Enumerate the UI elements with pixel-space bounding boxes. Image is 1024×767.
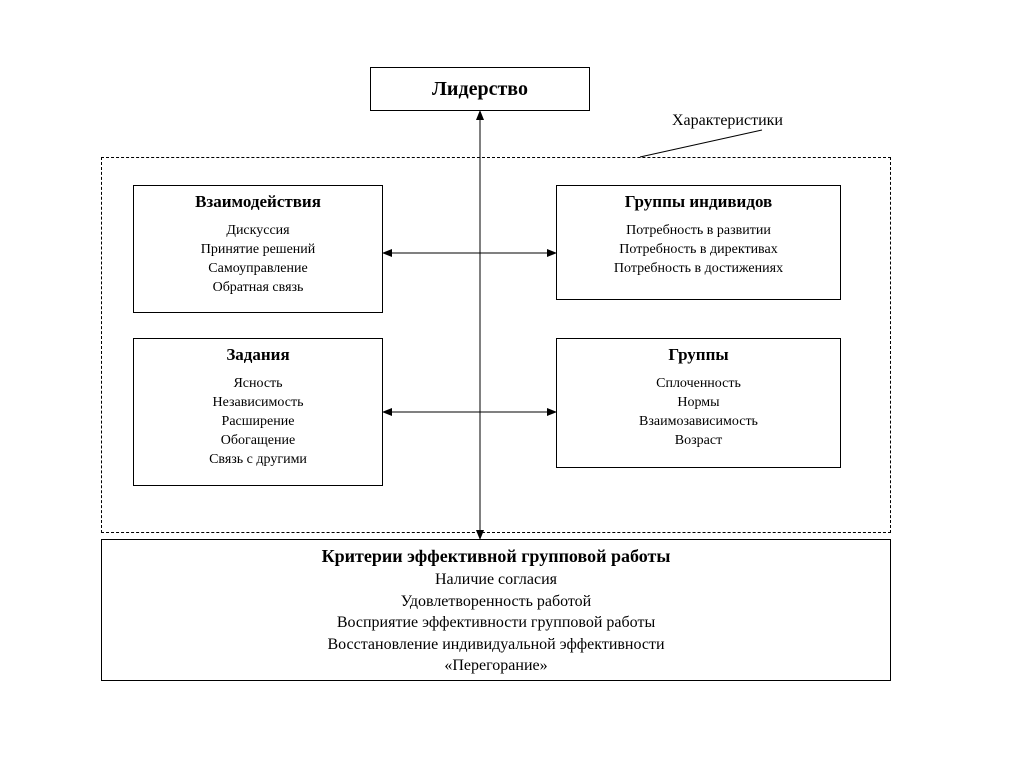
node-leadership-title: Лидерство bbox=[379, 78, 581, 101]
list-item: Взаимозависимость bbox=[565, 413, 832, 432]
node-tasks-title: Задания bbox=[142, 345, 374, 365]
node-interactions-items: ДискуссияПринятие решенийСамоуправлениеО… bbox=[142, 222, 374, 298]
list-item: Сплоченность bbox=[565, 375, 832, 394]
node-criteria: Критерии эффективной групповой работы На… bbox=[101, 539, 891, 681]
list-item: Наличие согласия bbox=[110, 569, 882, 591]
list-item: Дискуссия bbox=[142, 222, 374, 241]
node-tasks-items: ЯсностьНезависимостьРасширениеОбогащение… bbox=[142, 375, 374, 469]
list-item: Восстановление индивидуальной эффективно… bbox=[110, 634, 882, 656]
list-item: Обогащение bbox=[142, 432, 374, 451]
list-item: Потребность в директивах bbox=[565, 241, 832, 260]
list-item: Независимость bbox=[142, 394, 374, 413]
list-item: Потребность в достижениях bbox=[565, 260, 832, 279]
list-item: Возраст bbox=[565, 432, 832, 451]
list-item: Нормы bbox=[565, 394, 832, 413]
node-individual-groups-items: Потребность в развитииПотребность в дире… bbox=[565, 222, 832, 279]
node-criteria-title: Критерии эффективной групповой работы bbox=[110, 546, 882, 567]
node-individual-groups-title: Группы индивидов bbox=[565, 192, 832, 212]
node-interactions-title: Взаимодействия bbox=[142, 192, 374, 212]
list-item: Ясность bbox=[142, 375, 374, 394]
characteristics-leader-line bbox=[640, 130, 762, 157]
list-item: Самоуправление bbox=[142, 260, 374, 279]
list-item: Расширение bbox=[142, 413, 374, 432]
list-item: «Перегорание» bbox=[110, 655, 882, 677]
list-item: Связь с другими bbox=[142, 451, 374, 470]
node-tasks: Задания ЯсностьНезависимостьРасширениеОб… bbox=[133, 338, 383, 486]
node-groups-title: Группы bbox=[565, 345, 832, 365]
list-item: Восприятие эффективности групповой работ… bbox=[110, 612, 882, 634]
list-item: Потребность в развитии bbox=[565, 222, 832, 241]
node-groups-items: СплоченностьНормыВзаимозависимостьВозрас… bbox=[565, 375, 832, 451]
list-item: Принятие решений bbox=[142, 241, 374, 260]
node-interactions: Взаимодействия ДискуссияПринятие решений… bbox=[133, 185, 383, 313]
characteristics-label: Характеристики bbox=[672, 112, 783, 130]
node-individual-groups: Группы индивидов Потребность в развитииП… bbox=[556, 185, 841, 300]
list-item: Обратная связь bbox=[142, 279, 374, 298]
node-leadership: Лидерство bbox=[370, 67, 590, 111]
diagram-canvas: Характеристики Лидерство Взаимодействия … bbox=[0, 0, 1024, 767]
list-item: Удовлетворенность работой bbox=[110, 591, 882, 613]
node-groups: Группы СплоченностьНормыВзаимозависимост… bbox=[556, 338, 841, 468]
node-criteria-items: Наличие согласияУдовлетворенность работо… bbox=[110, 569, 882, 677]
